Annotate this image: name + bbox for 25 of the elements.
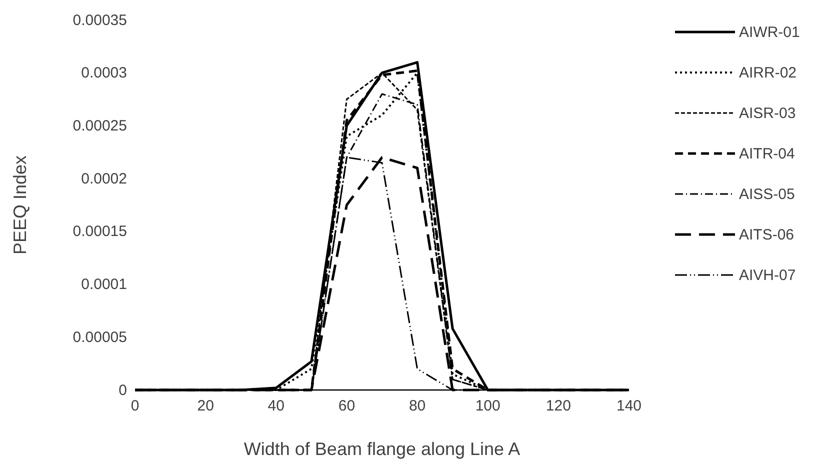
legend-label: AIWR-01 [739,24,800,41]
x-tick-label: 40 [268,398,284,415]
legend-label: AITR-04 [739,146,795,162]
x-tick-label: 0 [130,398,140,415]
y-tick-label: 0 [118,382,127,399]
x-tick-label: 20 [197,398,214,415]
x-tick-label: 100 [475,398,500,415]
legend-label: AITS-06 [739,226,794,244]
y-tick-label: 0.0002 [81,170,127,188]
x-tick-label: 120 [546,398,571,415]
x-tick-label: 60 [338,398,356,415]
y-tick-label: 0.00005 [72,328,127,346]
x-tick-label: 80 [408,398,426,415]
legend-label: AIVH-07 [739,267,796,284]
y-tick-label: 0.0003 [81,64,127,82]
y-tick-label: 0.0001 [81,276,127,294]
x-tick-label: 140 [616,398,642,415]
y-tick-label: 0.00035 [72,12,127,29]
legend-label: AISR-03 [739,105,796,122]
legend-label: AIRR-02 [739,64,797,82]
y-axis-title: PEEQ Index [10,155,30,255]
legend-label: AISS-05 [739,186,795,203]
y-tick-label: 0.00025 [72,118,127,135]
y-tick-label: 0.00015 [72,223,127,240]
x-axis-title: Width of Beam flange along Line A [244,439,520,459]
